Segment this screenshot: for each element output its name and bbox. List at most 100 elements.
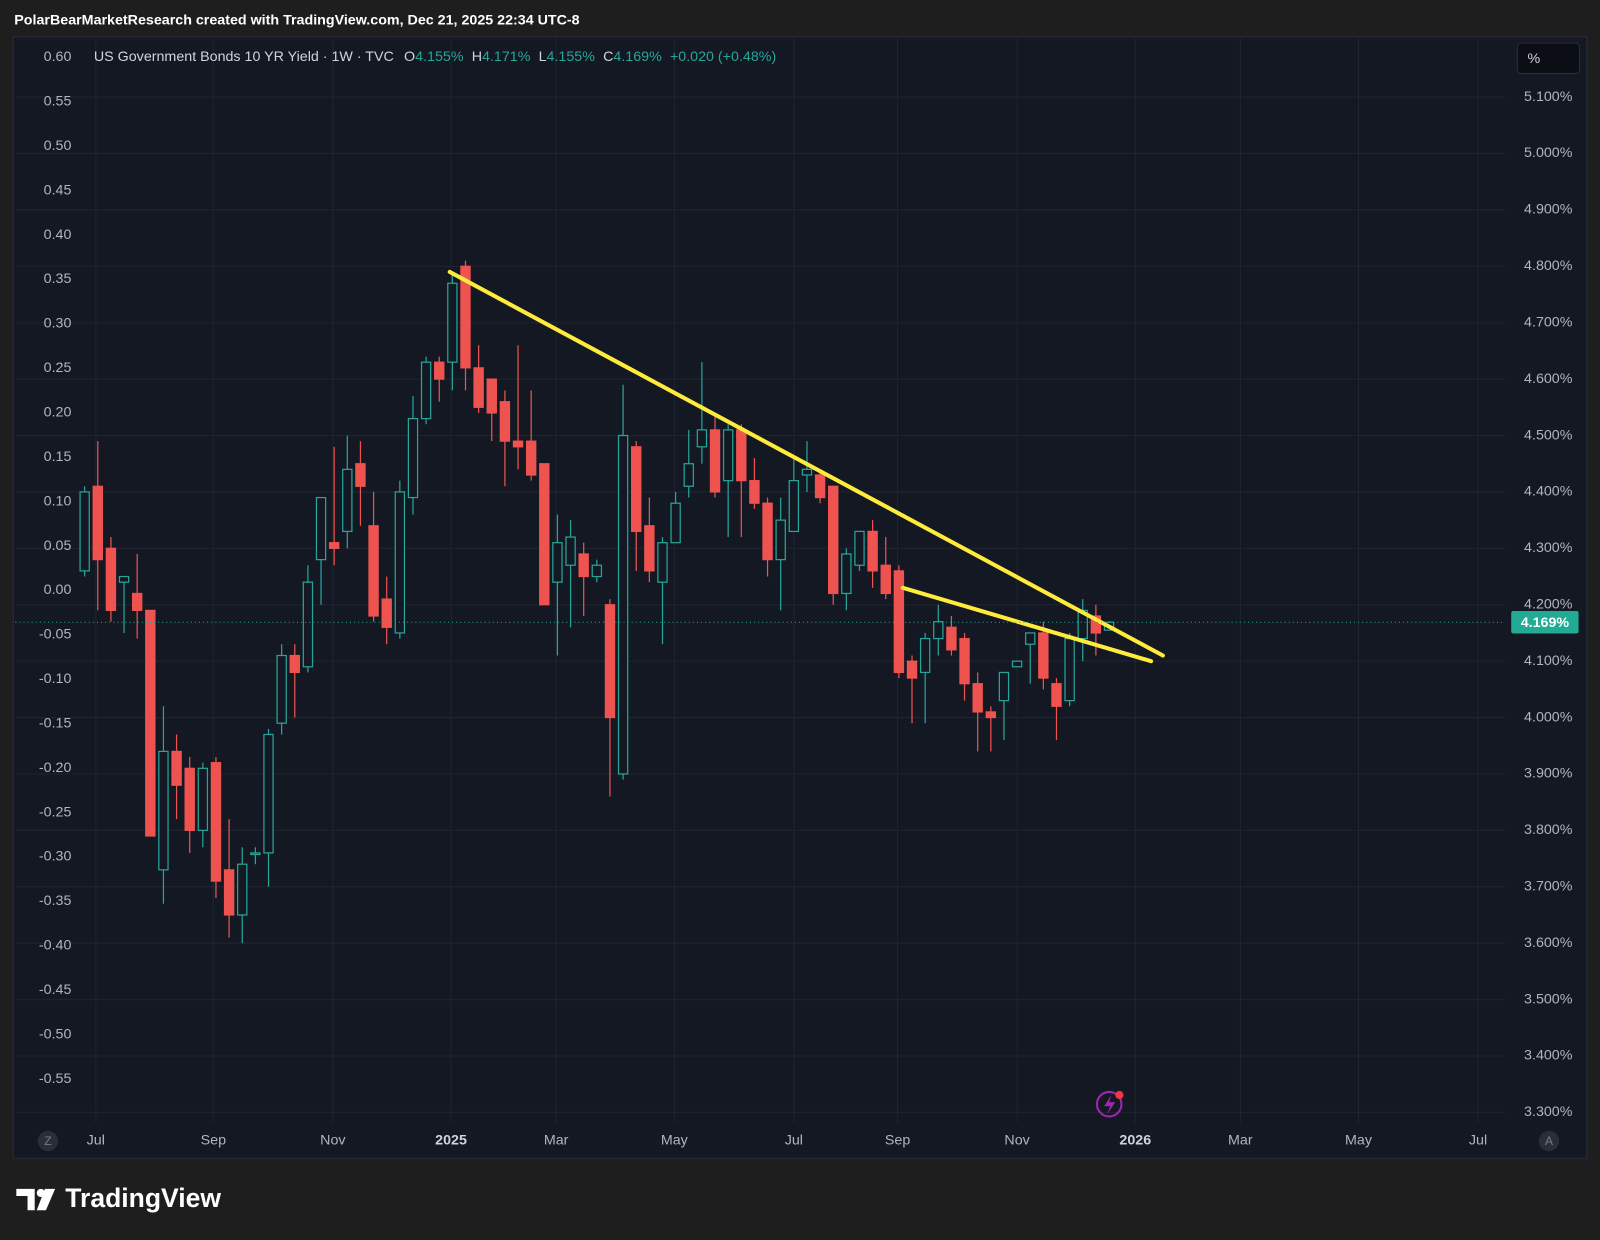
- candle-body: [788, 480, 800, 533]
- legend-key: C: [603, 49, 613, 65]
- y-tick-label: 3.400%: [1524, 1048, 1573, 1064]
- y2-tick-label: 0.60: [44, 49, 72, 65]
- a-button[interactable]: [1538, 1130, 1560, 1152]
- candle-body: [906, 660, 918, 679]
- z-button-label[interactable]: Z: [44, 1134, 52, 1148]
- x-tick-label: Mar: [1228, 1133, 1253, 1149]
- legend-value: 4.155%: [547, 49, 596, 65]
- candle-body: [552, 542, 563, 583]
- candle-body: [197, 767, 209, 831]
- x-tick-label: 2026: [1119, 1133, 1151, 1149]
- y2-tick-label: 0.20: [44, 405, 72, 421]
- watermark: PolarBearMarketResearch created with Tra…: [14, 12, 579, 28]
- y-tick-label: 3.900%: [1524, 766, 1573, 782]
- y-tick-label: 4.900%: [1524, 202, 1573, 218]
- candle-body: [118, 575, 130, 583]
- x-tick-label: Nov: [1004, 1133, 1030, 1149]
- candle-body: [171, 750, 182, 786]
- candle-body: [486, 378, 497, 414]
- y2-tick-label: -0.10: [39, 671, 72, 687]
- candle-body: [604, 604, 616, 719]
- candle-body: [184, 767, 195, 831]
- candle-body: [998, 671, 1010, 702]
- candle-body: [736, 429, 747, 482]
- candle-body: [670, 502, 681, 544]
- candle-body: [1011, 660, 1023, 668]
- y-tick-label: 4.600%: [1524, 371, 1573, 387]
- y2-tick-label: -0.15: [39, 715, 72, 731]
- candle-body: [1038, 632, 1049, 679]
- y-tick-label: 4.200%: [1524, 597, 1573, 613]
- candle-body: [289, 654, 300, 674]
- candle-body: [223, 869, 235, 916]
- trend-line: [900, 585, 1154, 664]
- y2-tick-label: -0.30: [39, 849, 72, 865]
- y-tick-label: 3.300%: [1524, 1104, 1573, 1120]
- y2-tick-label: 0.25: [44, 360, 72, 376]
- candle-body: [105, 547, 117, 611]
- candle-body: [276, 654, 287, 724]
- candle-body: [328, 542, 340, 549]
- y-tick-label: 4.400%: [1524, 484, 1573, 500]
- y2-tick-label: 0.55: [44, 94, 72, 110]
- candle-body: [1090, 615, 1102, 634]
- y-tick-label: 4.100%: [1524, 653, 1573, 669]
- legend-key: L: [539, 49, 547, 65]
- y-tick-label: 5.000%: [1524, 145, 1573, 161]
- y2-tick-label: 0.05: [44, 538, 72, 554]
- candle-body: [473, 367, 484, 408]
- candle-body: [933, 621, 944, 640]
- y-tick-label: 3.800%: [1524, 822, 1573, 838]
- candle-body: [355, 463, 366, 487]
- y-tick-label: 5.100%: [1524, 89, 1573, 105]
- y2-tick-label: -0.35: [39, 893, 72, 909]
- y2-tick-label: -0.25: [39, 804, 72, 820]
- candle-body: [919, 637, 931, 674]
- last-price-badge: [1511, 611, 1579, 634]
- candle-body: [315, 496, 327, 561]
- x-tick-label: Jul: [1469, 1133, 1487, 1149]
- candle-body: [250, 852, 261, 856]
- candle-body: [499, 401, 511, 442]
- candle-body: [946, 626, 957, 651]
- candle-body: [460, 265, 471, 369]
- legend-value: 4.169%: [613, 49, 662, 65]
- candle-body: [841, 553, 852, 595]
- y2-tick-label: 0.35: [44, 271, 72, 287]
- scale-button[interactable]: [1516, 42, 1581, 75]
- y2-tick-label: 0.30: [44, 316, 72, 332]
- y2-tick-label: 0.10: [44, 493, 72, 509]
- candle-body: [867, 530, 878, 572]
- candle-body: [1064, 637, 1075, 702]
- candle-body: [368, 525, 379, 617]
- y-tick-label: 4.000%: [1524, 709, 1573, 725]
- candle-body: [775, 519, 786, 561]
- candle-body: [644, 525, 655, 572]
- y2-tick-label: 0.50: [44, 138, 72, 154]
- candle-body: [854, 530, 865, 566]
- candle-body: [447, 282, 458, 363]
- candle-body: [801, 468, 813, 476]
- y-tick-label: 4.300%: [1524, 540, 1573, 556]
- scale-button-label[interactable]: %: [1528, 51, 1541, 67]
- candle-body: [342, 468, 353, 533]
- a-button-label[interactable]: A: [1545, 1134, 1554, 1148]
- legend-title: US Government Bonds 10 YR Yield · 1W · T…: [94, 49, 394, 65]
- candle-body: [131, 592, 143, 611]
- candle-body: [512, 440, 524, 448]
- candle-body: [539, 463, 550, 606]
- x-tick-label: Nov: [320, 1133, 346, 1149]
- y2-tick-label: -0.45: [39, 982, 72, 998]
- candle-body: [749, 480, 760, 504]
- z-button[interactable]: [37, 1130, 59, 1152]
- x-tick-label: Sep: [885, 1133, 910, 1149]
- lightning-icon[interactable]: [1095, 1090, 1124, 1118]
- candle-body: [828, 485, 839, 595]
- legend-value: 4.155%: [415, 49, 464, 65]
- candle-body: [1025, 632, 1036, 645]
- candle-body: [1051, 683, 1062, 707]
- candle-body: [696, 429, 708, 448]
- legend-key: O: [404, 49, 415, 65]
- y2-tick-label: 0.00: [44, 582, 72, 598]
